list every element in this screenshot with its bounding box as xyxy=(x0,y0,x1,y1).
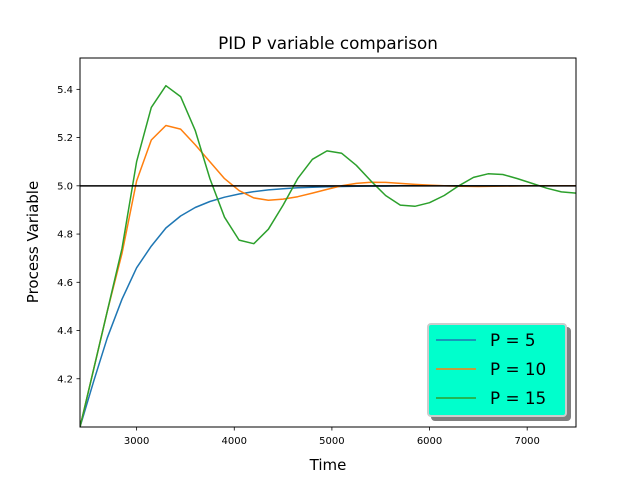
plot-frame xyxy=(79,57,577,428)
chart-title: PID P variable comparison xyxy=(218,33,438,53)
legend-label: P = 10 xyxy=(490,359,546,379)
y-axis: 4.2 4.4 4.6 4.8 5.0 5.2 5.4 xyxy=(57,85,80,385)
x-tick-label: 7000 xyxy=(514,436,539,447)
legend-label: P = 15 xyxy=(490,388,546,408)
x-tick-label: 3000 xyxy=(124,436,149,447)
y-tick-label: 5.4 xyxy=(57,85,73,96)
y-tick-label: 5.2 xyxy=(57,133,73,144)
y-tick-label: 5.0 xyxy=(57,181,73,192)
y-tick-label: 4.6 xyxy=(57,278,73,289)
y-axis-label: Process Variable xyxy=(24,181,42,303)
y-tick-label: 4.8 xyxy=(57,230,73,241)
y-tick-label: 4.4 xyxy=(57,326,73,337)
series-line-3 xyxy=(80,84,576,427)
x-tick-label: 5000 xyxy=(319,436,344,447)
x-tick-label: 4000 xyxy=(222,436,247,447)
x-tick-label: 6000 xyxy=(417,436,442,447)
x-axis: 3000 4000 5000 6000 7000 xyxy=(124,427,540,447)
series-layer xyxy=(80,84,576,427)
legend: P = 5 P = 10 P = 15 xyxy=(427,323,567,417)
legend-box xyxy=(427,323,567,417)
legend-label: P = 5 xyxy=(490,330,536,350)
y-tick-label: 4.2 xyxy=(57,374,73,385)
x-axis-label: Time xyxy=(309,456,347,474)
